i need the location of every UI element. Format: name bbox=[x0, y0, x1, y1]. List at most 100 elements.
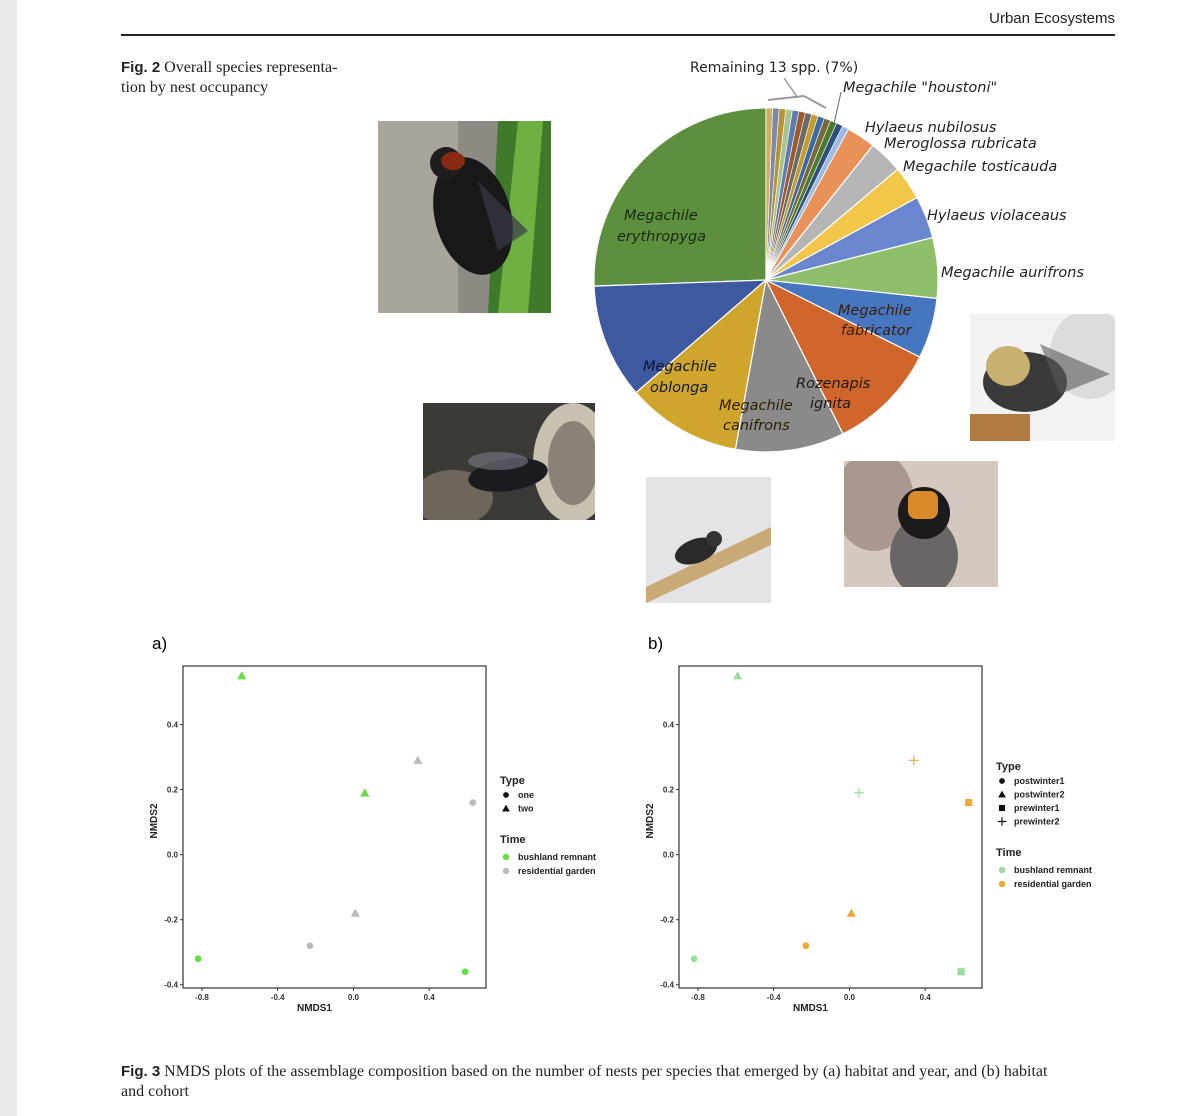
y-tick-label: -0.4 bbox=[660, 981, 674, 990]
y-tick-label: 0.2 bbox=[167, 786, 179, 795]
label-rozenapis-2: ignita bbox=[810, 396, 851, 412]
data-point bbox=[413, 755, 423, 764]
pie-slice-megachile-oblonga bbox=[593, 279, 768, 394]
label-aurifrons: Megachile aurifrons bbox=[941, 265, 1084, 281]
pie-slices bbox=[593, 107, 939, 453]
legend-type-item: postwinter2 bbox=[1014, 790, 1065, 800]
bee-photo-canifrons bbox=[646, 477, 771, 603]
legend-type-item: postwinter1 bbox=[1014, 776, 1065, 786]
legend-type-marker bbox=[999, 778, 1005, 784]
data-point bbox=[690, 955, 698, 963]
legend-time-marker bbox=[998, 880, 1006, 888]
page-edge bbox=[0, 0, 17, 1116]
fig3-label: Fig. 3 bbox=[121, 1063, 161, 1080]
y-tick-label: 0.0 bbox=[663, 851, 675, 860]
legend-type-item: prewinter2 bbox=[1014, 817, 1060, 827]
x-tick-label: 0.0 bbox=[348, 993, 360, 1002]
label-violaceaus: Hylaeus violaceaus bbox=[927, 208, 1067, 224]
fig2-caption-line2: tion by nest occupancy bbox=[121, 79, 269, 96]
y-tick-label: 0.2 bbox=[663, 786, 675, 795]
legend-type-marker bbox=[502, 804, 510, 812]
label-fabricator-2: fabricator bbox=[841, 323, 913, 339]
legend-time-item: bushland remnant bbox=[518, 852, 596, 862]
data-point bbox=[469, 799, 477, 807]
fig2-caption: Fig. 2 Overall species representa- tion … bbox=[121, 58, 337, 98]
y-tick-label: -0.2 bbox=[164, 916, 178, 925]
pie-slice-megachile-erythropyga bbox=[593, 107, 767, 287]
data-point bbox=[360, 788, 370, 797]
y-tick-label: -0.4 bbox=[164, 981, 178, 990]
journal-name: Urban Ecosystems bbox=[989, 10, 1115, 27]
label-oblonga-2: oblonga bbox=[650, 380, 708, 396]
label-remaining: Remaining 13 spp. (7%) bbox=[690, 60, 858, 76]
legend-time-title: Time bbox=[996, 847, 1021, 859]
data-point bbox=[733, 671, 743, 680]
pie-slice-megachile-canifrons bbox=[635, 278, 767, 450]
legend-type-title: Type bbox=[500, 775, 525, 787]
remaining-bracket-right bbox=[803, 95, 827, 109]
label-canifrons-2: canifrons bbox=[723, 418, 790, 434]
y-axis-label: NMDS2 bbox=[645, 803, 656, 838]
legend-time-marker bbox=[998, 866, 1006, 874]
label-houstoni: Megachile "houstoni" bbox=[843, 80, 997, 96]
legend-time-title: Time bbox=[500, 834, 525, 846]
header-rule bbox=[121, 34, 1115, 36]
label-canifrons-1: Megachile bbox=[719, 398, 793, 414]
data-point bbox=[237, 671, 247, 680]
fig2-label: Fig. 2 bbox=[121, 59, 161, 76]
data-point bbox=[957, 968, 965, 976]
panel-a-label: a) bbox=[152, 634, 167, 653]
legend-type-marker bbox=[503, 792, 509, 798]
label-fabricator-1: Megachile bbox=[838, 303, 912, 319]
data-point bbox=[194, 955, 202, 963]
houstoni-leader bbox=[833, 91, 842, 125]
legend-type-marker bbox=[997, 817, 1007, 826]
plot-frame bbox=[182, 665, 487, 989]
data-point bbox=[853, 787, 864, 798]
x-tick-label: 0.0 bbox=[844, 993, 856, 1002]
label-rubricata: Meroglossa rubricata bbox=[884, 136, 1037, 152]
x-axis-label: NMDS1 bbox=[297, 1003, 332, 1014]
data-point bbox=[802, 942, 810, 950]
data-point bbox=[908, 755, 919, 766]
fig3-caption: Fig. 3 NMDS plots of the assemblage comp… bbox=[121, 1062, 1121, 1102]
legend-type-marker bbox=[998, 790, 1006, 798]
fig3-caption-line1: NMDS plots of the assemblage composition… bbox=[164, 1063, 1048, 1080]
y-tick-label: 0.4 bbox=[167, 721, 179, 730]
x-tick-label: -0.8 bbox=[195, 993, 209, 1002]
x-tick-label: -0.8 bbox=[691, 993, 705, 1002]
data-point bbox=[461, 968, 469, 976]
remaining-leader bbox=[783, 77, 799, 99]
pie-slice-remaining-13 bbox=[765, 107, 773, 281]
label-erythropyga-2: erythropyga bbox=[617, 229, 706, 245]
legend-type-marker bbox=[998, 804, 1006, 812]
legend-type-title: Type bbox=[996, 761, 1021, 773]
legend-type-item: two bbox=[518, 804, 534, 814]
x-tick-label: 0.4 bbox=[424, 993, 436, 1002]
pie-leader-lines bbox=[767, 77, 842, 125]
legend-time-item: residential garden bbox=[1014, 879, 1092, 889]
nmds-plot-a: -0.8 -0.4 0.0 0.4 -0.4 -0.2 0.0 0.2 0.4 NMDS1 NMDS… bbox=[149, 665, 596, 1014]
legend-type-item: one bbox=[518, 790, 534, 800]
legend-time-item: bushland remnant bbox=[1014, 865, 1092, 875]
legend-type-item: prewinter1 bbox=[1014, 803, 1060, 813]
bee-photo-fabricator bbox=[970, 314, 1115, 441]
y-tick-label: 0.4 bbox=[663, 721, 675, 730]
label-tosticauda: Megachile tosticauda bbox=[903, 159, 1057, 175]
legend-time-marker bbox=[502, 853, 510, 861]
pie-labels: Remaining 13 spp. (7%) Megachile "housto… bbox=[617, 60, 1084, 434]
label-erythropyga-1: Megachile bbox=[624, 208, 698, 224]
panel-b-label: b) bbox=[648, 634, 663, 653]
pie-slice-megachile-fabricator bbox=[764, 278, 921, 435]
y-tick-label: 0.0 bbox=[167, 851, 179, 860]
y-axis-label: NMDS2 bbox=[149, 803, 160, 838]
plot-frame bbox=[678, 665, 983, 989]
remaining-bracket-left bbox=[767, 95, 805, 101]
fig2-caption-line1: Overall species representa- bbox=[164, 59, 338, 76]
data-point bbox=[306, 942, 314, 950]
data-point bbox=[350, 908, 360, 917]
x-axis-label: NMDS1 bbox=[793, 1003, 828, 1014]
label-rozenapis-1: Rozenapis bbox=[796, 376, 871, 392]
nmds-plot-b: -0.8 -0.4 0.0 0.4 -0.4 -0.2 0.0 0.2 0.4 NMDS1 NMDS… bbox=[645, 665, 1092, 1014]
